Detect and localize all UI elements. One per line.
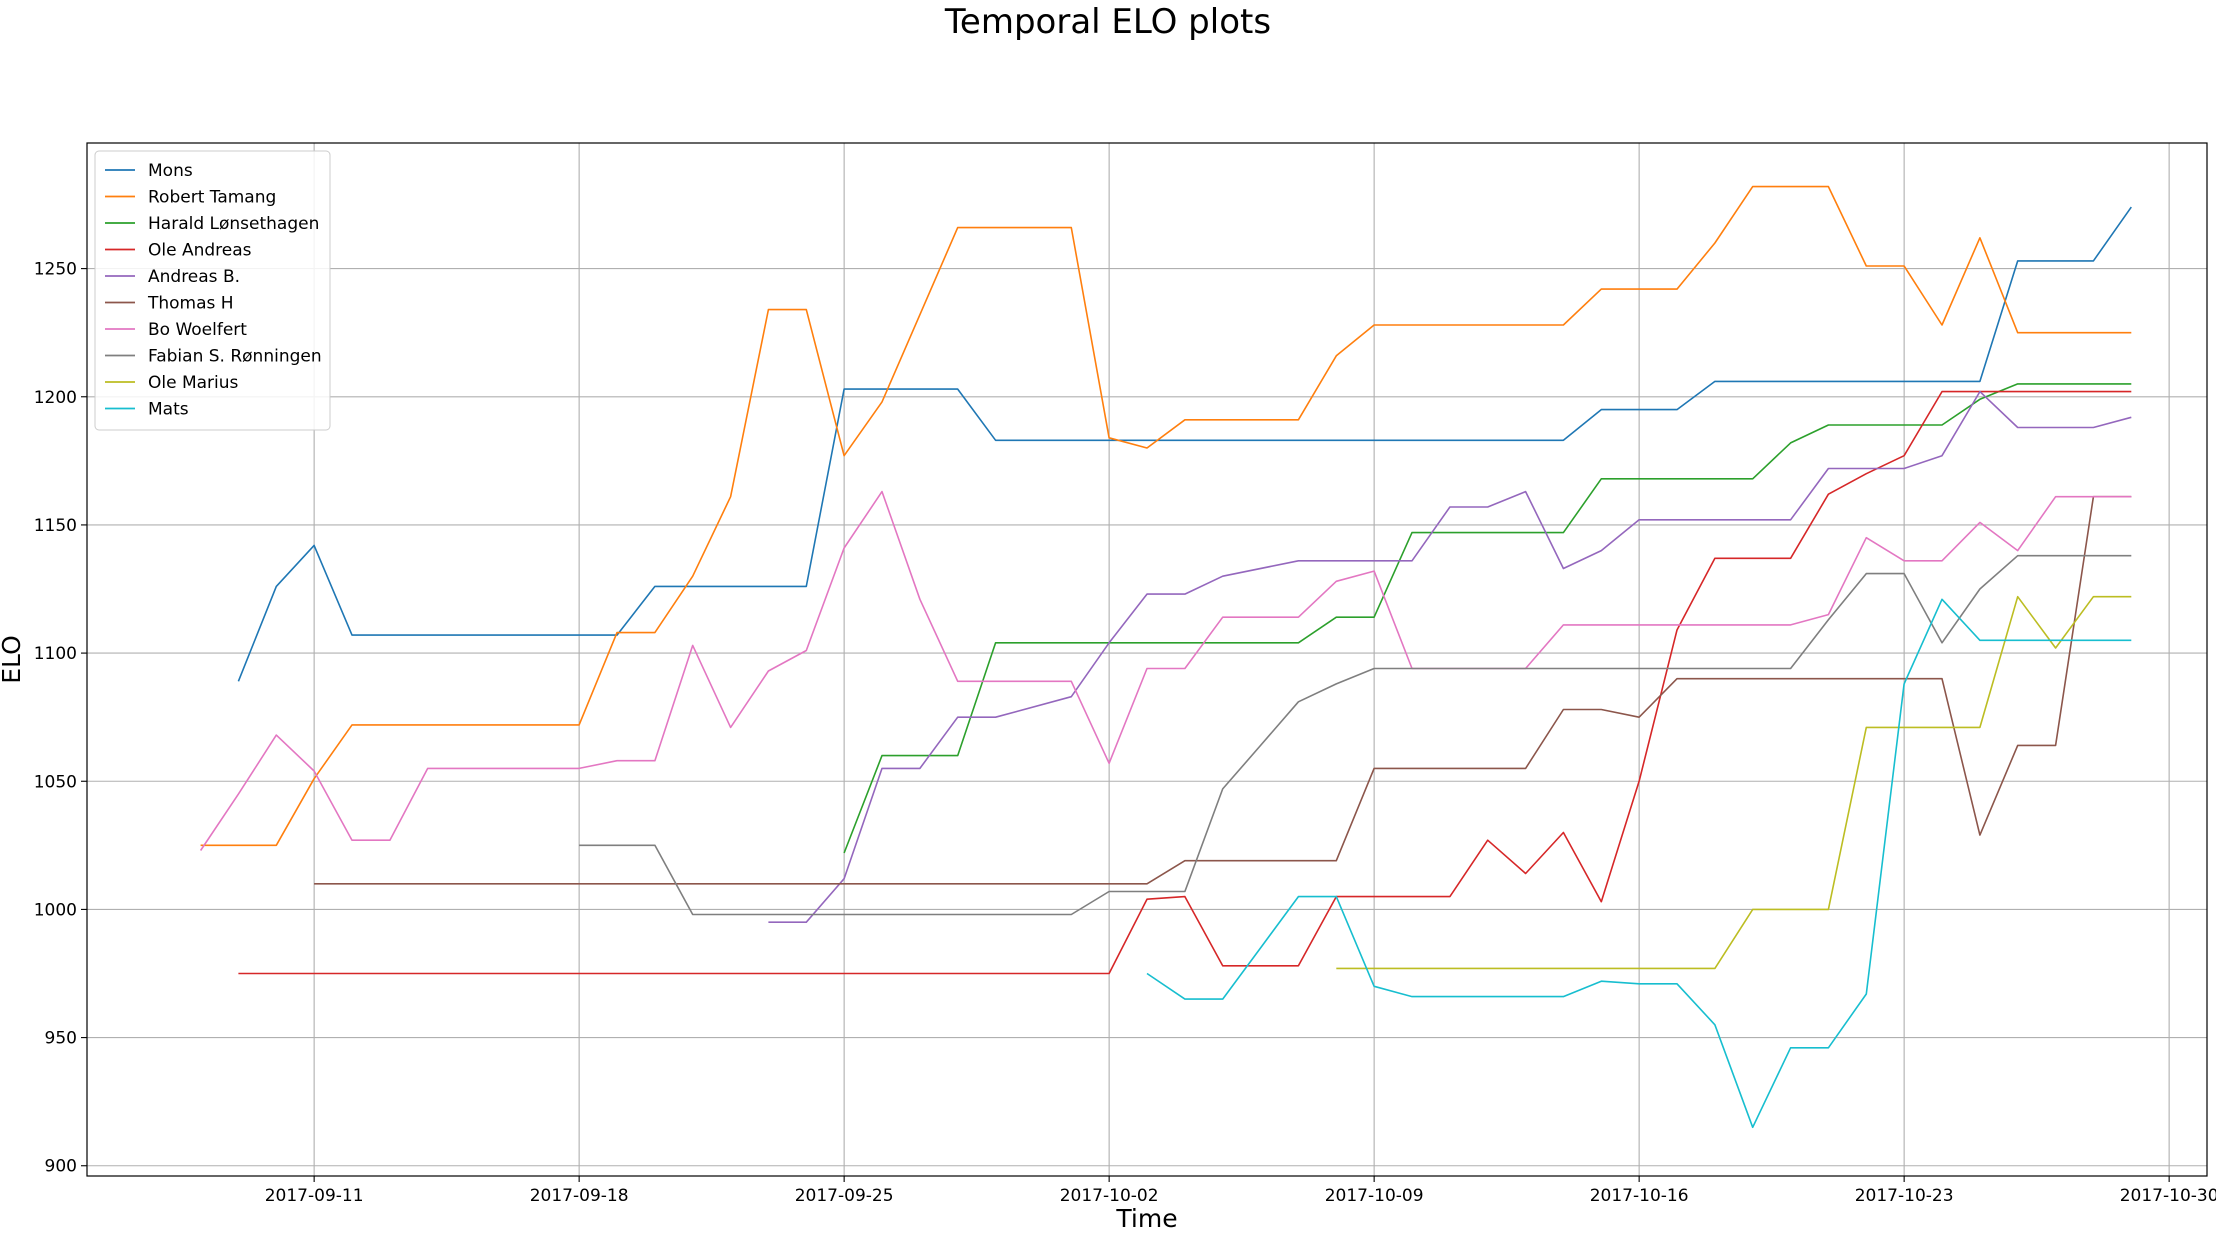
x-tick-label: 2017-09-25: [795, 1186, 894, 1206]
x-tick-label: 2017-09-18: [530, 1186, 629, 1206]
y-tick-label: 1200: [34, 388, 77, 408]
y-tick-label: 1100: [34, 644, 77, 664]
legend-label: Mats: [148, 400, 189, 420]
legend-label: Ole Andreas: [148, 241, 252, 261]
legend-label: Ole Marius: [148, 373, 239, 393]
chart-title: Temporal ELO plots: [944, 2, 1272, 42]
grid-lines: [87, 143, 2207, 1176]
series-line-6: [314, 495, 2132, 885]
series-line-2: [200, 185, 2132, 847]
plot-frame: [86, 142, 2208, 1177]
x-tick-label: 2017-10-23: [1855, 1186, 1954, 1206]
series-line-8: [579, 554, 2132, 916]
y-tick-label: 950: [45, 1029, 77, 1049]
x-tick-label: 2017-09-11: [265, 1186, 364, 1206]
series-line-9: [1336, 595, 2132, 970]
series-line-1: [237, 206, 2132, 682]
y-axis-label: ELO: [0, 635, 26, 684]
x-axis-label: Time: [1115, 1204, 1177, 1233]
y-tick-label: 1050: [34, 772, 77, 792]
series-line-3: [843, 383, 2132, 854]
legend: Mons Robert Tamang Harald Lønsethagen Ole A…: [94, 150, 331, 431]
series-line-4: [238, 390, 2132, 975]
legend-label: Robert Tamang: [148, 188, 276, 208]
y-tick-label: 1000: [34, 900, 77, 920]
legend-label: Bo Woelfert: [148, 320, 247, 340]
series-line-7: [199, 490, 2132, 851]
legend-label: Andreas B.: [148, 267, 240, 287]
legend-label: Mons: [148, 161, 193, 181]
series-line-10: [1146, 598, 2132, 1129]
legend-box: [94, 150, 331, 431]
x-tick-label: 2017-10-09: [1325, 1186, 1424, 1206]
legend-label: Fabian S. Rønningen: [148, 347, 322, 367]
x-tick-label: 2017-10-02: [1060, 1186, 1159, 1206]
series-lines: [199, 185, 2132, 1129]
axis-ticks: 2017-09-11 2017-09-18 2017-09-25 2017-10-02…: [34, 260, 2216, 1206]
x-tick-label: 2017-10-30: [2120, 1186, 2216, 1206]
series-line-5: [768, 390, 2132, 924]
y-tick-label: 1150: [34, 516, 77, 536]
legend-label: Harald Lønsethagen: [148, 214, 319, 234]
x-tick-label: 2017-10-16: [1590, 1186, 1689, 1206]
y-tick-label: 900: [45, 1157, 77, 1177]
y-tick-label: 1250: [34, 260, 77, 280]
legend-label: Thomas H: [147, 294, 234, 314]
